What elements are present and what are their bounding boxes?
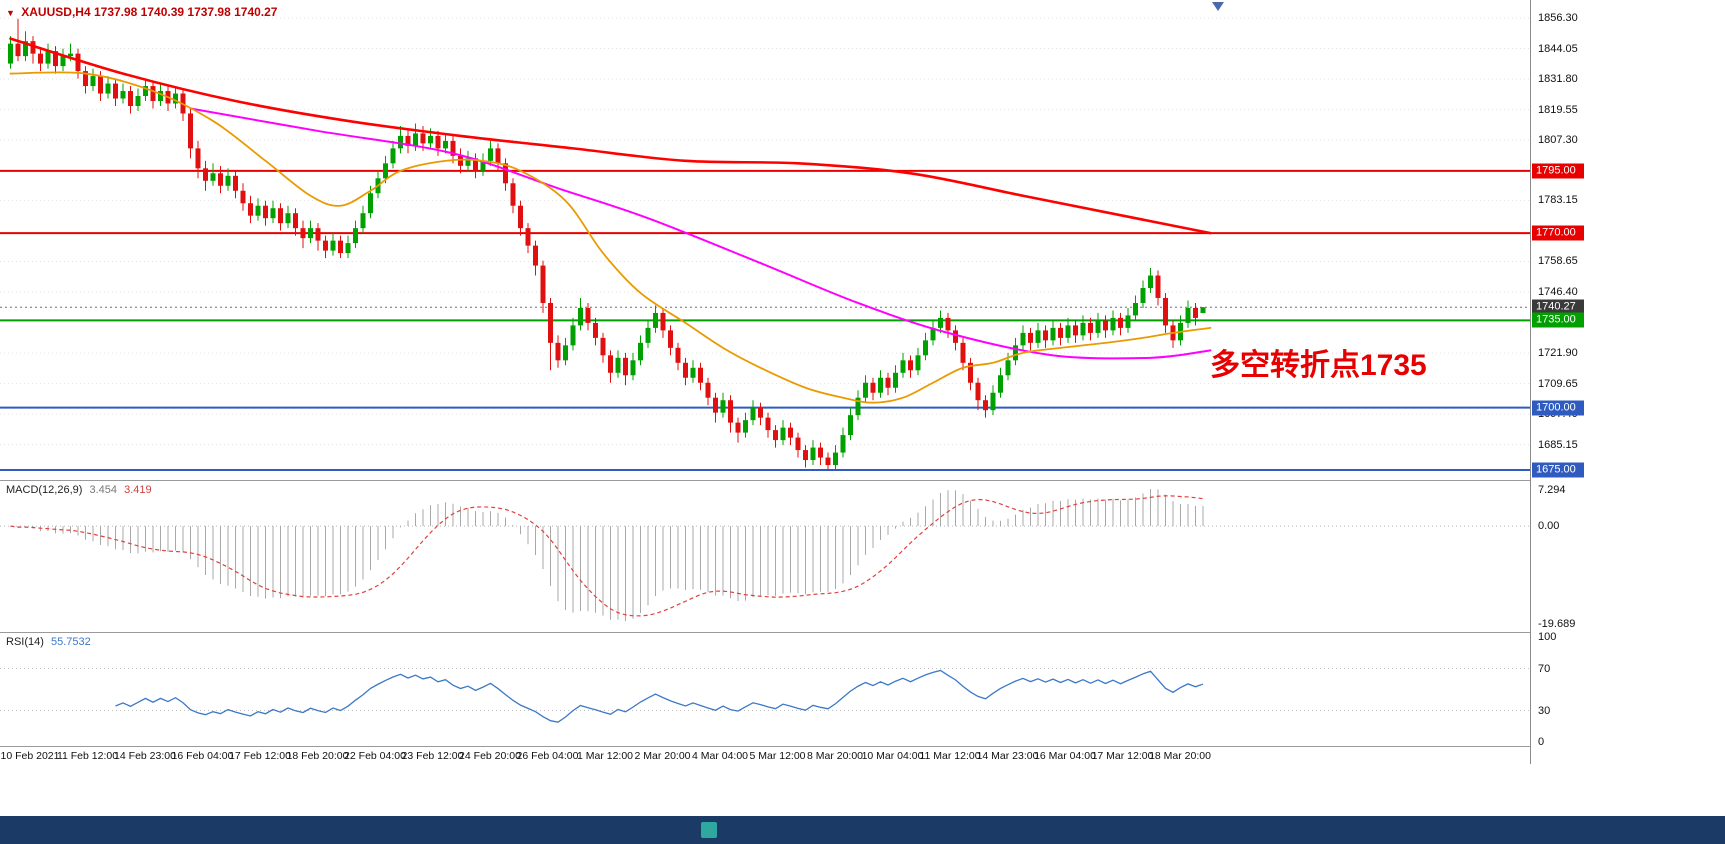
price-tick-label: 1746.40 — [1538, 285, 1578, 298]
candles-series — [8, 18, 1206, 471]
macd-label: MACD(12,26,9) 3.454 3.419 — [6, 484, 152, 496]
rsi-name: RSI(14) — [6, 636, 44, 648]
rsi-tick-label: 0 — [1538, 736, 1545, 748]
time-tick-label: 17 Feb 12:00 — [229, 750, 291, 762]
macd-signal-line — [10, 495, 1204, 617]
price-tick-label: 1856.30 — [1538, 11, 1578, 24]
ma-slow-red — [9, 37, 1212, 235]
time-tick-label: 11 Feb 12:00 — [56, 750, 119, 762]
price-grid — [0, 17, 1530, 446]
rsi-label: RSI(14) 55.7532 — [6, 636, 91, 648]
main-chart-panel[interactable]: ▼ XAUUSD,H4 1737.98 1740.39 1737.98 1740… — [0, 0, 1530, 479]
rsi-tick-label: 30 — [1538, 704, 1551, 717]
time-tick-label: 4 Mar 04:00 — [691, 750, 749, 762]
time-axis[interactable]: 10 Feb 2021 11 Feb 12:00 14 Feb 23:00 16 Fe… — [0, 747, 1530, 765]
macd-tick-label: 7.294 — [1538, 483, 1566, 496]
panel-separator[interactable] — [0, 632, 1530, 633]
price-tick-label: 1783.15 — [1538, 194, 1578, 207]
candlestick-chart — [0, 17, 1530, 472]
price-tick-label: 1819.55 — [1538, 103, 1578, 116]
rsi-chart — [0, 668, 1530, 723]
chart-title: ▼ XAUUSD,H4 1737.98 1740.39 1737.98 1740… — [6, 5, 277, 19]
price-tick-label: 1721.90 — [1538, 347, 1578, 360]
time-tick-label: 17 Mar 12:00 — [1091, 750, 1154, 762]
horizontal-levels — [0, 169, 1530, 472]
macd-tick-label: -19.689 — [1538, 617, 1576, 630]
annotation-text[interactable]: 多空转折点1735 — [1210, 349, 1427, 382]
rsi-value: 55.7532 — [50, 636, 91, 648]
macd-tick-label: 0.00 — [1538, 520, 1560, 533]
price-level-badge: 1795.00 — [1532, 163, 1584, 179]
time-tick-label: 5 Mar 12:00 — [749, 750, 806, 762]
price-level-badge: 1770.00 — [1532, 225, 1584, 241]
time-tick-label: 23 Feb 12:00 — [401, 750, 464, 762]
ma-fast-orange — [9, 71, 1212, 404]
time-tick-label: 24 Feb 20:00 — [459, 750, 521, 762]
time-tick-label: 22 Feb 04:00 — [344, 750, 406, 762]
time-tick-label: 16 Mar 04:00 — [1034, 750, 1096, 762]
macd-chart — [0, 489, 1530, 621]
price-level-badge: 1675.00 — [1532, 462, 1584, 478]
macd-value-main: 3.454 — [89, 484, 118, 496]
time-tick-label: 10 Mar 04:00 — [861, 750, 924, 762]
taskbar — [0, 816, 1725, 844]
time-tick-label: 18 Mar 20:00 — [1149, 750, 1211, 762]
macd-panel[interactable]: MACD(12,26,9) 3.454 3.419 — [0, 481, 1530, 631]
panel-separator[interactable] — [0, 480, 1530, 481]
time-tick-label: 1 Mar 12:00 — [576, 750, 634, 762]
time-tick-label: 10 Feb 2021 — [0, 750, 60, 762]
macd-value-signal: 3.419 — [124, 484, 152, 496]
price-axis[interactable]: 1856.30 1844.05 1831.80 1819.55 1807.30 1783.… — [1530, 0, 1725, 764]
rsi-line — [115, 669, 1204, 723]
price-tick-label: 1709.65 — [1538, 377, 1578, 390]
time-tick-label: 14 Mar 23:00 — [976, 750, 1039, 762]
ma-mid-magenta — [189, 107, 1212, 360]
time-tick-label: 2 Mar 20:00 — [634, 750, 691, 762]
price-level-badge: 1700.00 — [1532, 400, 1584, 416]
time-tick-label: 18 Feb 20:00 — [286, 750, 349, 762]
price-level-badge: 1735.00 — [1532, 312, 1584, 328]
chart-shift-marker-icon[interactable] — [1212, 2, 1224, 11]
time-tick-label: 11 Mar 12:00 — [919, 750, 981, 762]
panel-separator[interactable] — [0, 746, 1530, 747]
time-tick-label: 16 Feb 04:00 — [171, 750, 234, 762]
title-ohlc: 1737.98 1740.39 1737.98 1740.27 — [93, 5, 278, 19]
price-tick-label: 1685.15 — [1538, 438, 1578, 451]
time-tick-label: 26 Feb 04:00 — [516, 750, 579, 762]
price-tick-label: 1844.05 — [1538, 42, 1578, 55]
rsi-tick-label: 100 — [1538, 631, 1557, 643]
time-tick-label: 8 Mar 20:00 — [806, 750, 864, 762]
price-level-badge: 1740.27 — [1532, 299, 1584, 315]
price-tick-label: 1831.80 — [1538, 73, 1578, 86]
rsi-tick-label: 70 — [1538, 662, 1551, 675]
price-tick-label: 1758.65 — [1538, 255, 1578, 268]
time-tick-label: 14 Feb 23:00 — [114, 750, 176, 762]
rsi-panel[interactable]: RSI(14) 55.7532 — [0, 633, 1530, 746]
macd-name: MACD(12,26,9) — [6, 484, 83, 496]
macd-histogram — [17, 489, 1204, 621]
taskbar-app-icon[interactable] — [701, 822, 717, 838]
title-symbol: XAUUSD,H4 — [21, 5, 91, 19]
title-expand-icon[interactable]: ▼ — [6, 8, 15, 18]
price-tick-label: 1807.30 — [1538, 134, 1578, 147]
